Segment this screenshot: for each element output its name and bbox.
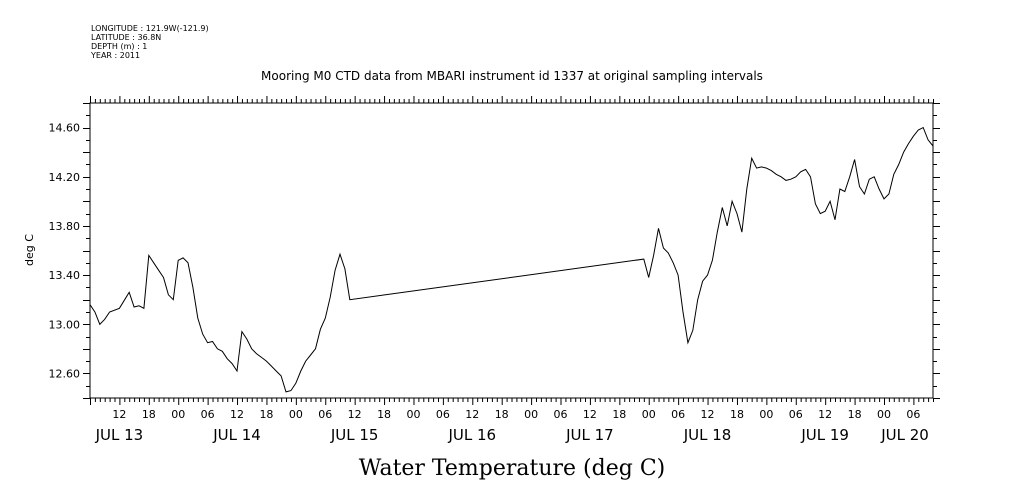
x-hour-label: 06: [554, 408, 568, 421]
x-hour-label: 00: [877, 408, 891, 421]
x-hour-label: 06: [789, 408, 803, 421]
metadata-line: YEAR : 2011: [90, 51, 140, 60]
y-tick-label: 12.60: [49, 367, 81, 380]
x-hour-label: 18: [612, 408, 626, 421]
x-hour-label: 12: [348, 408, 362, 421]
x-hour-label: 18: [730, 408, 744, 421]
y-axis-label: deg C: [23, 234, 36, 266]
x-day-label: JUL 15: [330, 426, 379, 444]
x-hour-label: 00: [759, 408, 773, 421]
y-tick-label: 14.60: [49, 122, 81, 135]
metadata-block: LONGITUDE : 121.9W(-121.9) LATITUDE : 36…: [90, 24, 209, 60]
x-day-label: JUL 17: [565, 426, 614, 444]
x-hour-label: 18: [848, 408, 862, 421]
x-hour-label: 12: [112, 408, 126, 421]
x-day-label: JUL 20: [880, 426, 929, 444]
x-day-label: JUL 14: [212, 426, 261, 444]
metadata-line: DEPTH (m) : 1: [91, 42, 147, 51]
x-day-label: JUL 13: [95, 426, 144, 444]
chart-title: Mooring M0 CTD data from MBARI instrumen…: [261, 69, 763, 83]
axis-ticks: [83, 96, 940, 405]
x-axis-label: Water Temperature (deg C): [359, 456, 666, 481]
x-hour-label: 00: [171, 408, 185, 421]
x-hour-label: 06: [318, 408, 332, 421]
x-hour-label: 18: [495, 408, 509, 421]
y-tick-label: 14.20: [49, 171, 81, 184]
x-hour-label: 12: [230, 408, 244, 421]
x-day-label: JUL 19: [800, 426, 849, 444]
x-hour-label: 06: [436, 408, 450, 421]
x-hour-label: 18: [142, 408, 156, 421]
x-hour-label: 00: [642, 408, 656, 421]
metadata-line: LONGITUDE : 121.9W(-121.9): [91, 24, 209, 33]
x-hour-label: 06: [201, 408, 215, 421]
x-hour-label: 18: [377, 408, 391, 421]
x-hour-label: 06: [906, 408, 920, 421]
x-hour-label: 12: [818, 408, 832, 421]
plot-frame: [89, 102, 934, 399]
x-tick-labels: 12 18 00 06 12 18 00 06 12 18 00 06 12 18 00 06 12 18 00 06…: [95, 408, 929, 444]
x-hour-label: 12: [465, 408, 479, 421]
metadata-line: LATITUDE : 36.8N: [91, 33, 161, 42]
x-hour-label: 00: [406, 408, 420, 421]
x-hour-label: 12: [583, 408, 597, 421]
x-hour-label: 06: [671, 408, 685, 421]
x-hour-label: 00: [289, 408, 303, 421]
x-hour-label: 00: [524, 408, 538, 421]
series-line: [89, 126, 934, 393]
x-day-label: JUL 18: [683, 426, 732, 444]
x-day-label: JUL 16: [447, 426, 496, 444]
y-tick-label: 13.40: [49, 269, 81, 282]
x-hour-label: 12: [701, 408, 715, 421]
y-tick-label: 13.00: [49, 318, 81, 331]
y-tick-labels: 12.60 13.00 13.40 13.80 14.20 14.60: [49, 122, 81, 381]
x-hour-label: 18: [259, 408, 273, 421]
y-tick-label: 13.80: [49, 220, 81, 233]
